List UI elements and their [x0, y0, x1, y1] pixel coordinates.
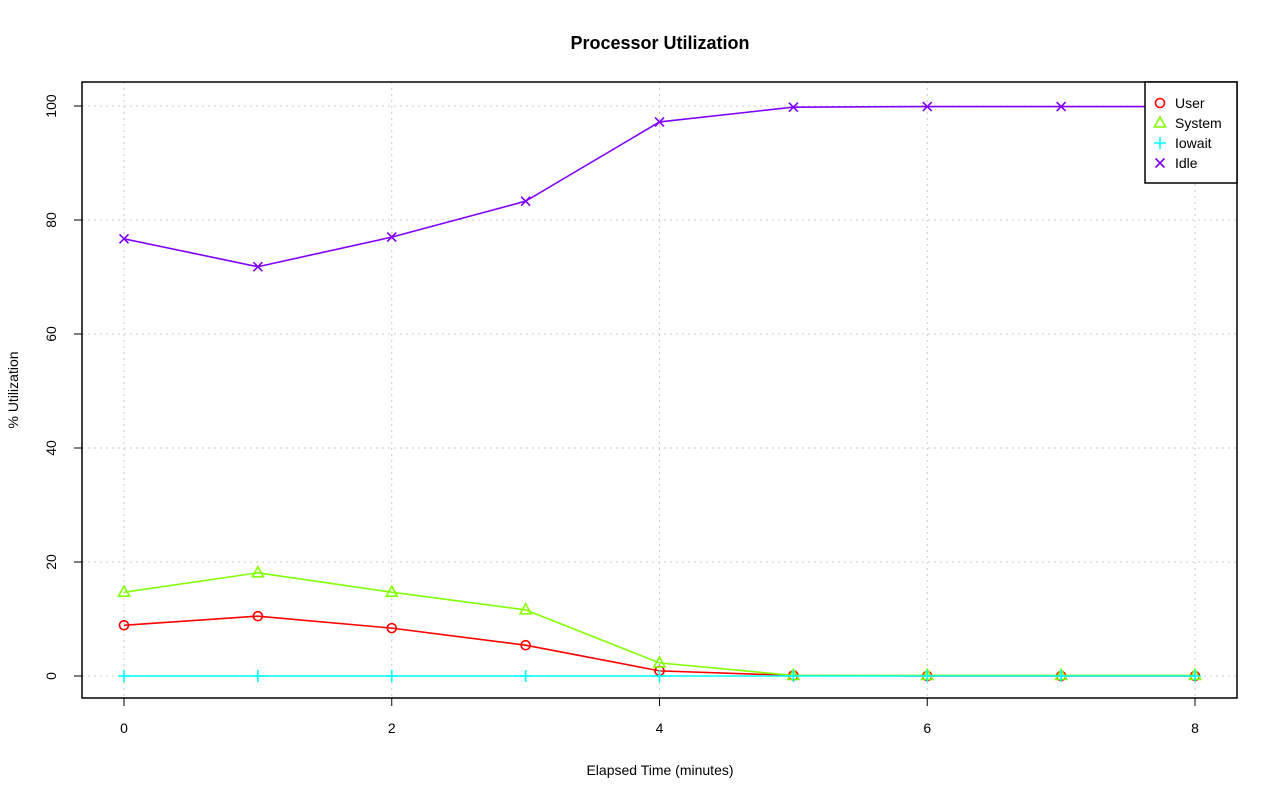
y-tick-label: 0	[43, 672, 59, 680]
legend-item: Idle	[1154, 155, 1198, 171]
legend: User System Iowait Idle	[1144, 81, 1238, 184]
plus-marker	[787, 670, 800, 682]
legend-item: System	[1153, 115, 1222, 131]
y-tick-label: 80	[43, 212, 59, 228]
y-tick-label: 40	[43, 440, 59, 456]
plus-marker	[385, 670, 398, 682]
x-tick-label: 2	[388, 720, 396, 736]
cross-marker	[520, 196, 531, 207]
plus-marker	[653, 670, 666, 682]
triangle-marker	[1153, 115, 1167, 128]
triangle-marker	[117, 584, 131, 598]
x-tick-label: 4	[656, 720, 664, 736]
cross-marker	[252, 261, 263, 272]
y-tick-label: 100	[43, 94, 59, 118]
triangle-marker	[251, 565, 265, 578]
triangle-marker	[518, 602, 533, 615]
legend-label: System	[1175, 115, 1222, 131]
cross-marker	[1056, 101, 1067, 112]
x-tick-label: 6	[923, 720, 931, 736]
plus-marker	[1189, 670, 1201, 682]
cross-marker	[386, 232, 397, 243]
circle-marker	[118, 619, 130, 631]
circle-marker	[386, 622, 398, 634]
x-tick-label: 8	[1191, 720, 1199, 736]
legend-label: Iowait	[1175, 135, 1212, 151]
plus-marker	[921, 670, 934, 682]
plus-marker	[519, 670, 532, 682]
chart-title: Processor Utilization	[570, 33, 749, 53]
plus-marker	[1154, 137, 1166, 149]
y-axis-label: % Utilization	[5, 351, 21, 428]
plus-marker	[251, 670, 264, 682]
circle-marker	[520, 639, 531, 651]
circle-marker	[1154, 97, 1166, 109]
plot-border	[81, 81, 1238, 699]
series-line	[123, 572, 1195, 677]
triangle-marker	[652, 655, 667, 668]
plus-marker	[1055, 670, 1068, 682]
circle-marker	[252, 610, 264, 622]
y-tick-label: 60	[43, 326, 59, 342]
series-group	[117, 101, 1202, 682]
cross-marker	[788, 102, 799, 113]
legend-item: Iowait	[1154, 135, 1212, 151]
grid	[82, 82, 1237, 698]
legend-label: Idle	[1175, 155, 1198, 171]
x-tick-label: 0	[120, 720, 128, 736]
y-tick-label: 20	[43, 554, 59, 570]
series-idle	[118, 101, 1201, 272]
legend-item: User	[1154, 95, 1205, 111]
plus-marker	[118, 670, 130, 682]
legend-label: User	[1175, 95, 1205, 111]
cross-marker	[654, 116, 665, 128]
cross-marker	[1154, 157, 1166, 169]
cross-marker	[118, 233, 130, 244]
series-iowait	[118, 670, 1201, 682]
triangle-marker	[384, 584, 399, 598]
cross-marker	[922, 101, 933, 112]
x-axis-label: Elapsed Time (minutes)	[586, 762, 733, 778]
